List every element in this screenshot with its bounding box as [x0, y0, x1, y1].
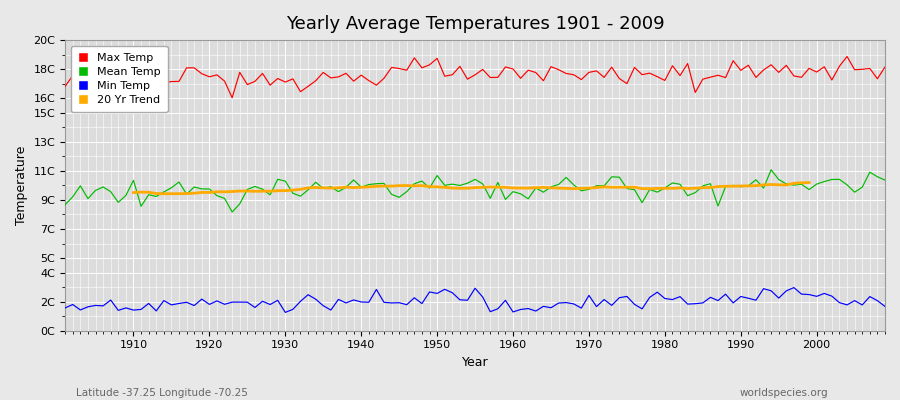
Text: worldspecies.org: worldspecies.org	[740, 388, 828, 398]
X-axis label: Year: Year	[462, 356, 489, 369]
Text: Latitude -37.25 Longitude -70.25: Latitude -37.25 Longitude -70.25	[76, 388, 248, 398]
Legend: Max Temp, Mean Temp, Min Temp, 20 Yr Trend: Max Temp, Mean Temp, Min Temp, 20 Yr Tre…	[71, 46, 167, 112]
Title: Yearly Average Temperatures 1901 - 2009: Yearly Average Temperatures 1901 - 2009	[286, 15, 664, 33]
Y-axis label: Temperature: Temperature	[15, 146, 28, 225]
